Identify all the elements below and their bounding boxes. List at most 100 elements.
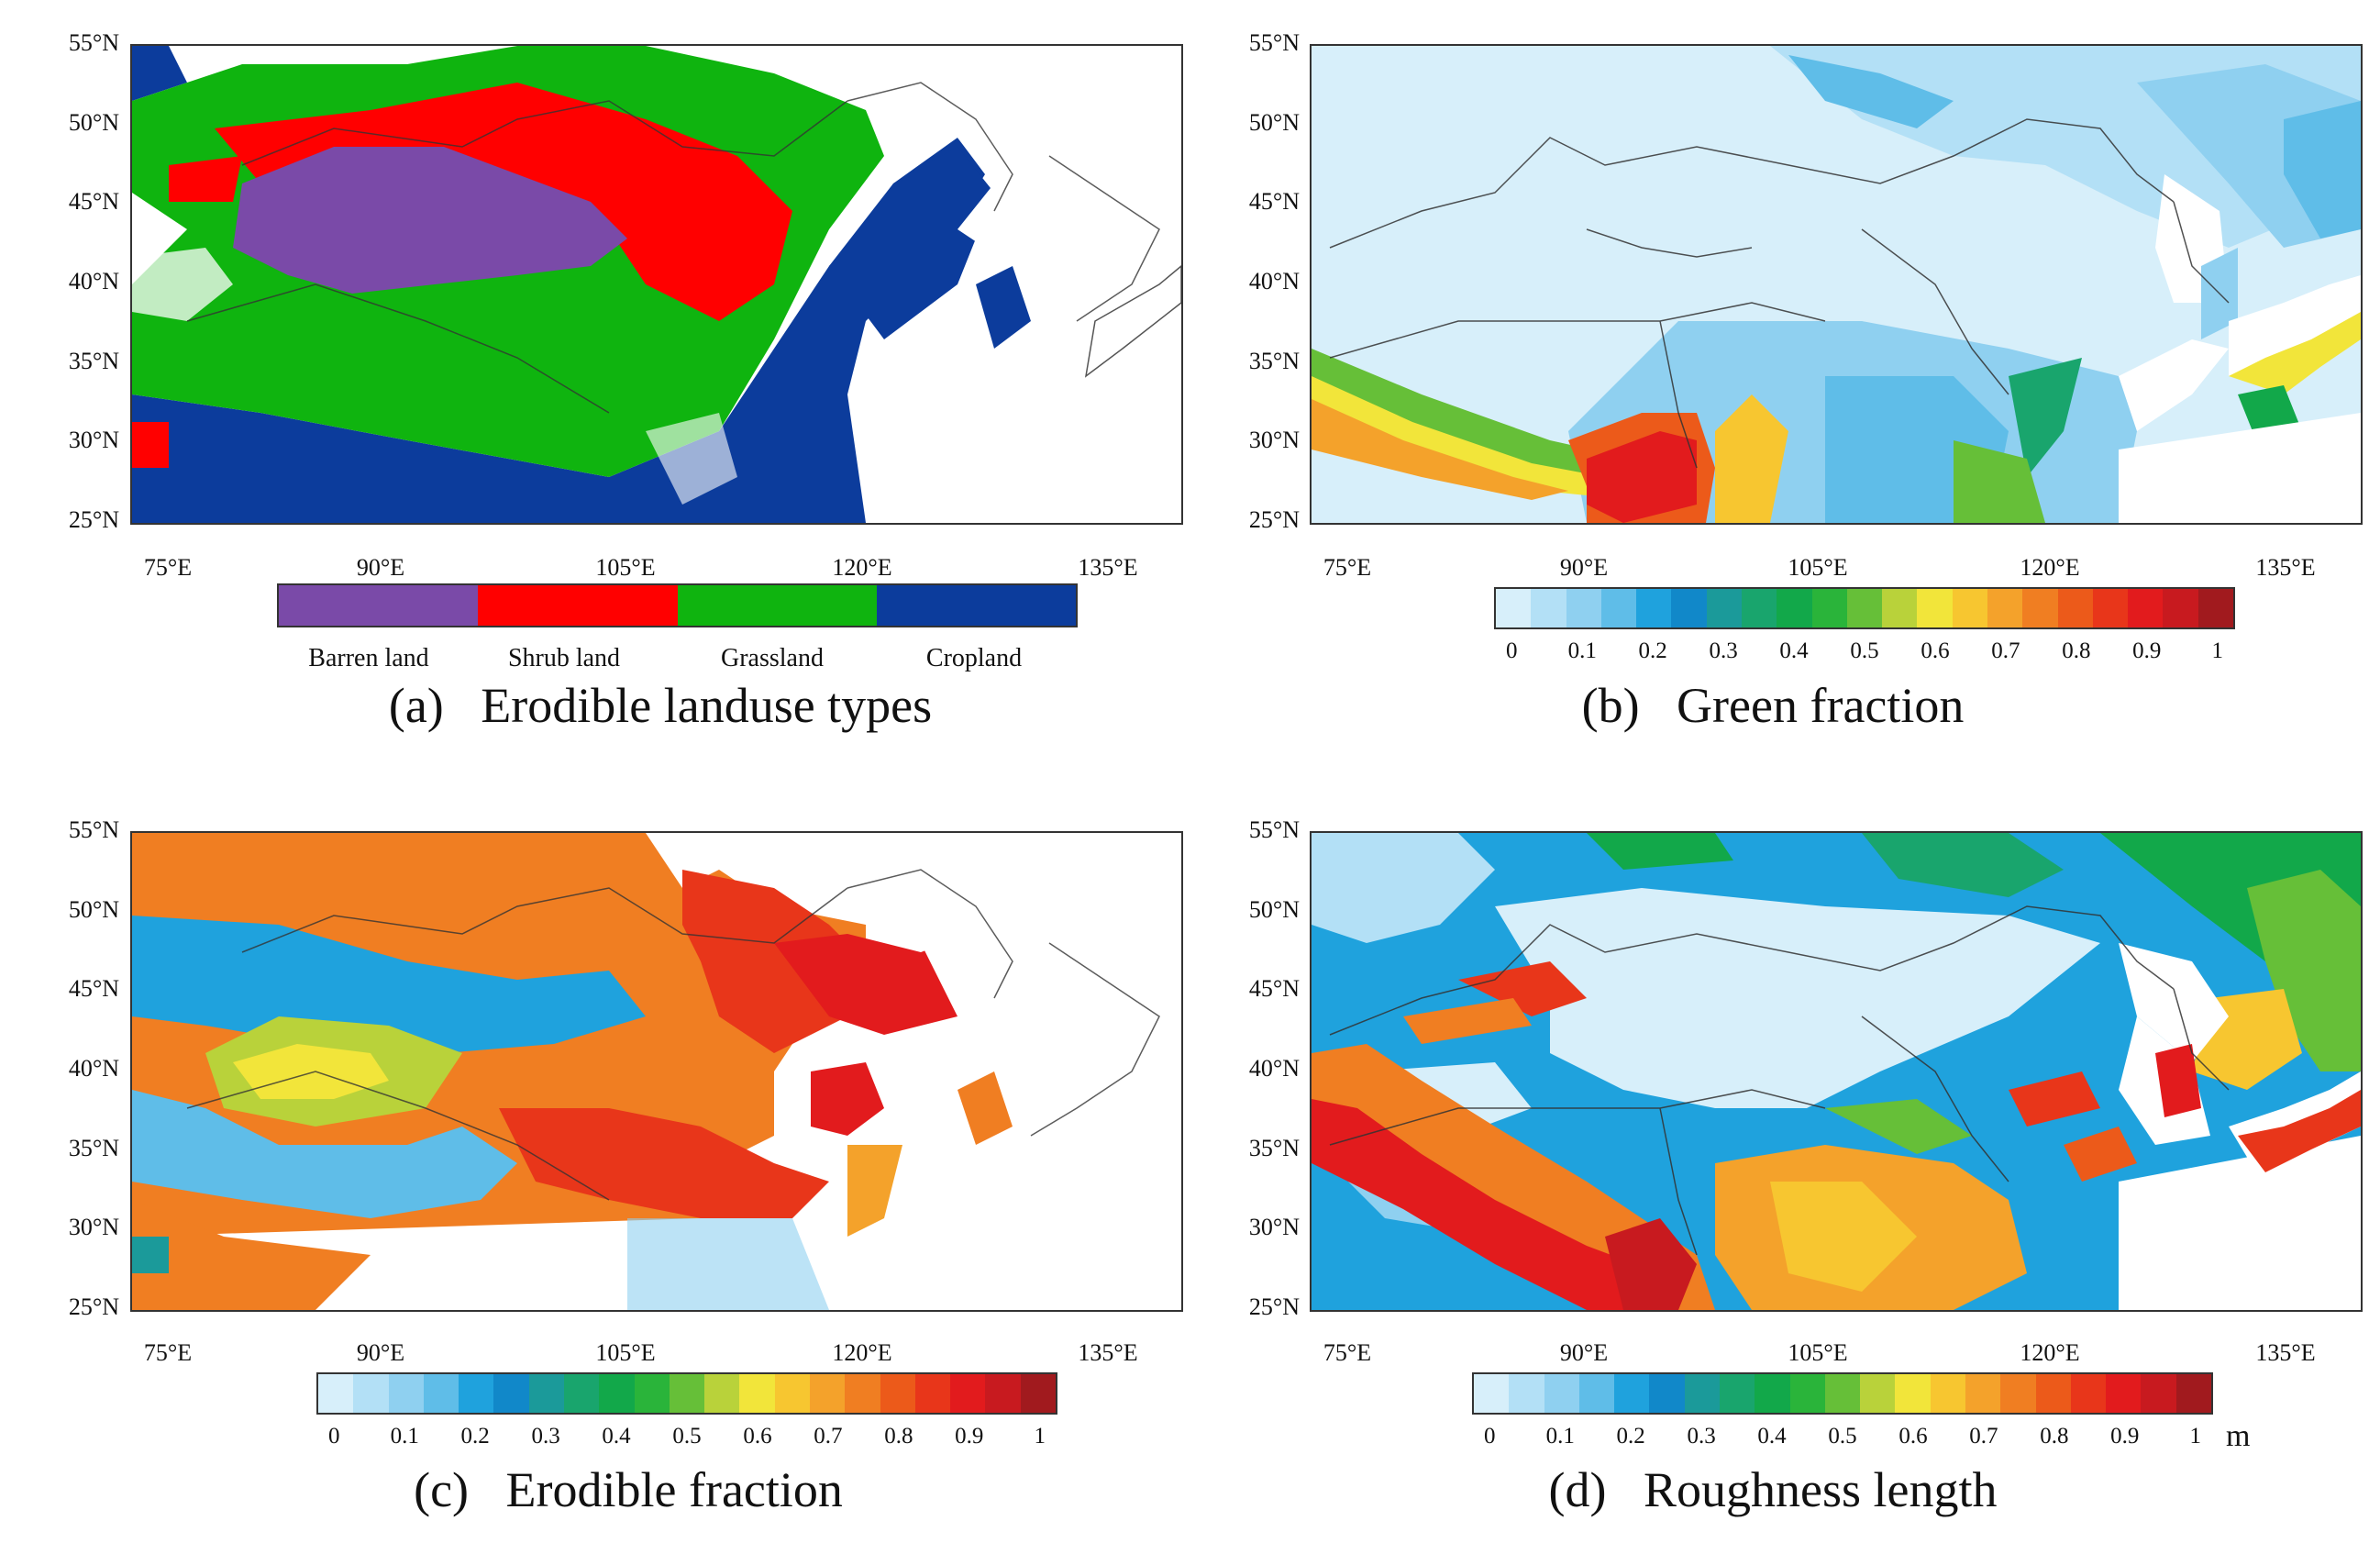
panel-c-title: (c) Erodible fraction (414, 1462, 843, 1517)
panel-b-title: (b) Green fraction (1581, 678, 1965, 733)
panel-c-lat-50: 50°N (68, 896, 119, 923)
colorbar-swatch-11 (1882, 589, 1918, 627)
colorbar-swatch-16 (2057, 589, 2093, 627)
colorbar-swatch-8 (599, 1374, 635, 1413)
colorbar-swatch-13 (1930, 1374, 1965, 1413)
legend-label-shrub: Shrub land (507, 644, 621, 672)
colorbar-swatch-17 (2092, 589, 2129, 627)
colorbar-swatch-17 (2070, 1374, 2107, 1413)
panel-b-lat-25: 25°N (1248, 506, 1300, 533)
panel-c-lon-90: 90°E (356, 1339, 405, 1366)
colorbar-swatch-6 (1706, 589, 1742, 627)
colorbar-tick-label: 1 (1034, 1424, 1046, 1449)
colorbar-swatch-20 (1020, 1374, 1056, 1413)
colorbar-swatch-14 (1987, 589, 2023, 627)
colorbar-swatch-11 (1860, 1374, 1896, 1413)
panel-b-lat-50: 50°N (1248, 109, 1300, 136)
panel-a-lon-75: 75°E (143, 554, 193, 581)
colorbar-tick-label: 0.8 (2040, 1424, 2069, 1449)
panel-a-lat-45: 45°N (68, 188, 119, 215)
panel-c: 55°N 50°N 45°N 40°N 35°N 30°N 25°N 75°E … (0, 772, 1190, 1543)
colorbar-tick-label: 0.8 (884, 1424, 913, 1449)
colorbar-swatch-18 (950, 1374, 986, 1413)
panel-d-lon-105: 105°E (1788, 1339, 1848, 1366)
colorbar-swatch-2 (1566, 589, 1601, 627)
panel-a-lat-40: 40°N (68, 268, 119, 294)
colorbar-tick-label: 0 (1484, 1424, 1496, 1449)
colorbar-swatch-2 (388, 1374, 424, 1413)
panel-d-title: (d) Roughness length (1548, 1462, 1998, 1517)
colorbar-swatch-12 (1895, 1374, 1931, 1413)
colorbar-tick-label: 1 (2211, 638, 2224, 663)
colorbar-tick-label: 1 (2189, 1424, 2202, 1449)
colorbar-swatch-15 (2000, 1374, 2036, 1413)
panel-d-map-graphic (1312, 833, 2361, 1310)
colorbar-swatch-4 (1636, 589, 1672, 627)
colorbar-tick-label: 0.3 (531, 1424, 560, 1449)
colorbar-swatch-15 (845, 1374, 880, 1413)
panel-b-lon-105: 105°E (1788, 554, 1848, 581)
colorbar-tick-label: 0.2 (1638, 638, 1667, 663)
colorbar-swatch-17 (914, 1374, 951, 1413)
colorbar-tick-label: 0.7 (1991, 638, 2020, 663)
panel-d-lat-50: 50°N (1248, 896, 1300, 923)
colorbar-swatch-12 (1917, 589, 1953, 627)
panel-d-lon-135: 135°E (2255, 1339, 2316, 1366)
panel-d-lat-35: 35°N (1248, 1135, 1300, 1161)
colorbar-swatch-10 (669, 1374, 705, 1413)
panel-a-lat-35: 35°N (68, 348, 119, 374)
colorbar-tick-label: 0.4 (602, 1424, 631, 1449)
panel-a-lon-105: 105°E (595, 554, 656, 581)
colorbar-swatch-0 (1474, 1374, 1510, 1413)
colorbar-tick-label: 0.7 (1969, 1424, 1998, 1449)
colorbar-tick-label: 0.7 (814, 1424, 843, 1449)
panel-d-lat-45: 45°N (1248, 975, 1300, 1002)
colorbar-swatch-16 (880, 1374, 915, 1413)
panel-a-title: (a) Erodible landuse types (388, 678, 933, 733)
legend-swatch-barren (279, 585, 479, 626)
colorbar-swatch-3 (423, 1374, 459, 1413)
colorbar-tick-label: 0.6 (1921, 638, 1950, 663)
panel-c-lat-55: 55°N (68, 816, 119, 843)
colorbar-swatch-1 (1509, 1374, 1544, 1413)
panel-d-unit: m (2226, 1419, 2251, 1453)
colorbar-swatch-6 (528, 1374, 564, 1413)
colorbar-swatch-12 (739, 1374, 775, 1413)
colorbar-swatch-13 (1952, 589, 1987, 627)
colorbar-swatch-7 (563, 1374, 600, 1413)
panel-d-lon-120: 120°E (2020, 1339, 2080, 1366)
colorbar-swatch-5 (1649, 1374, 1685, 1413)
panel-d-map (1310, 831, 2363, 1312)
panel-c-lat-30: 30°N (68, 1214, 119, 1240)
colorbar-tick-label: 0 (1506, 638, 1518, 663)
colorbar-tick-label: 0.5 (672, 1424, 702, 1449)
colorbar-swatch-9 (1811, 589, 1847, 627)
panel-b-map-graphic (1312, 46, 2361, 523)
colorbar-swatch-14 (1965, 1374, 2001, 1413)
colorbar-tick-label: 0.6 (1898, 1424, 1928, 1449)
colorbar-tick-label: 0.8 (2062, 638, 2091, 663)
panel-b: 55°N 50°N 45°N 40°N 35°N 30°N 25°N 75°E … (1190, 0, 2380, 772)
colorbar-tick-label: 0.3 (1687, 1424, 1716, 1449)
panel-c-lon-135: 135°E (1078, 1339, 1138, 1366)
panel-b-map (1310, 44, 2363, 525)
panel-a-lon-90: 90°E (356, 554, 405, 581)
panel-d-lat-55: 55°N (1248, 816, 1300, 843)
colorbar-tick-label: 0.9 (2132, 638, 2162, 663)
colorbar-tick-label: 0.1 (390, 1424, 419, 1449)
colorbar-tick-label: 0.6 (743, 1424, 772, 1449)
colorbar-swatch-5 (493, 1374, 529, 1413)
colorbar-swatch-1 (1531, 589, 1566, 627)
panel-d-colorbar-ticks: 0 0.1 0.2 0.3 0.4 0.5 0.6 0.7 0.8 0.9 1 (1472, 1424, 2213, 1455)
colorbar-swatch-9 (634, 1374, 670, 1413)
legend-label-barren: Barren land (308, 644, 429, 672)
colorbar-swatch-3 (1578, 1374, 1615, 1413)
legend-label-crop: Cropland (925, 644, 1023, 672)
panel-b-lon-135: 135°E (2255, 554, 2316, 581)
panel-a-map (130, 44, 1183, 525)
panel-c-lon-105: 105°E (595, 1339, 656, 1366)
panel-c-lon-75: 75°E (143, 1339, 193, 1366)
panel-d-lon-90: 90°E (1559, 1339, 1609, 1366)
panel-d-lon-75: 75°E (1323, 1339, 1372, 1366)
colorbar-tick-label: 0.1 (1545, 1424, 1575, 1449)
